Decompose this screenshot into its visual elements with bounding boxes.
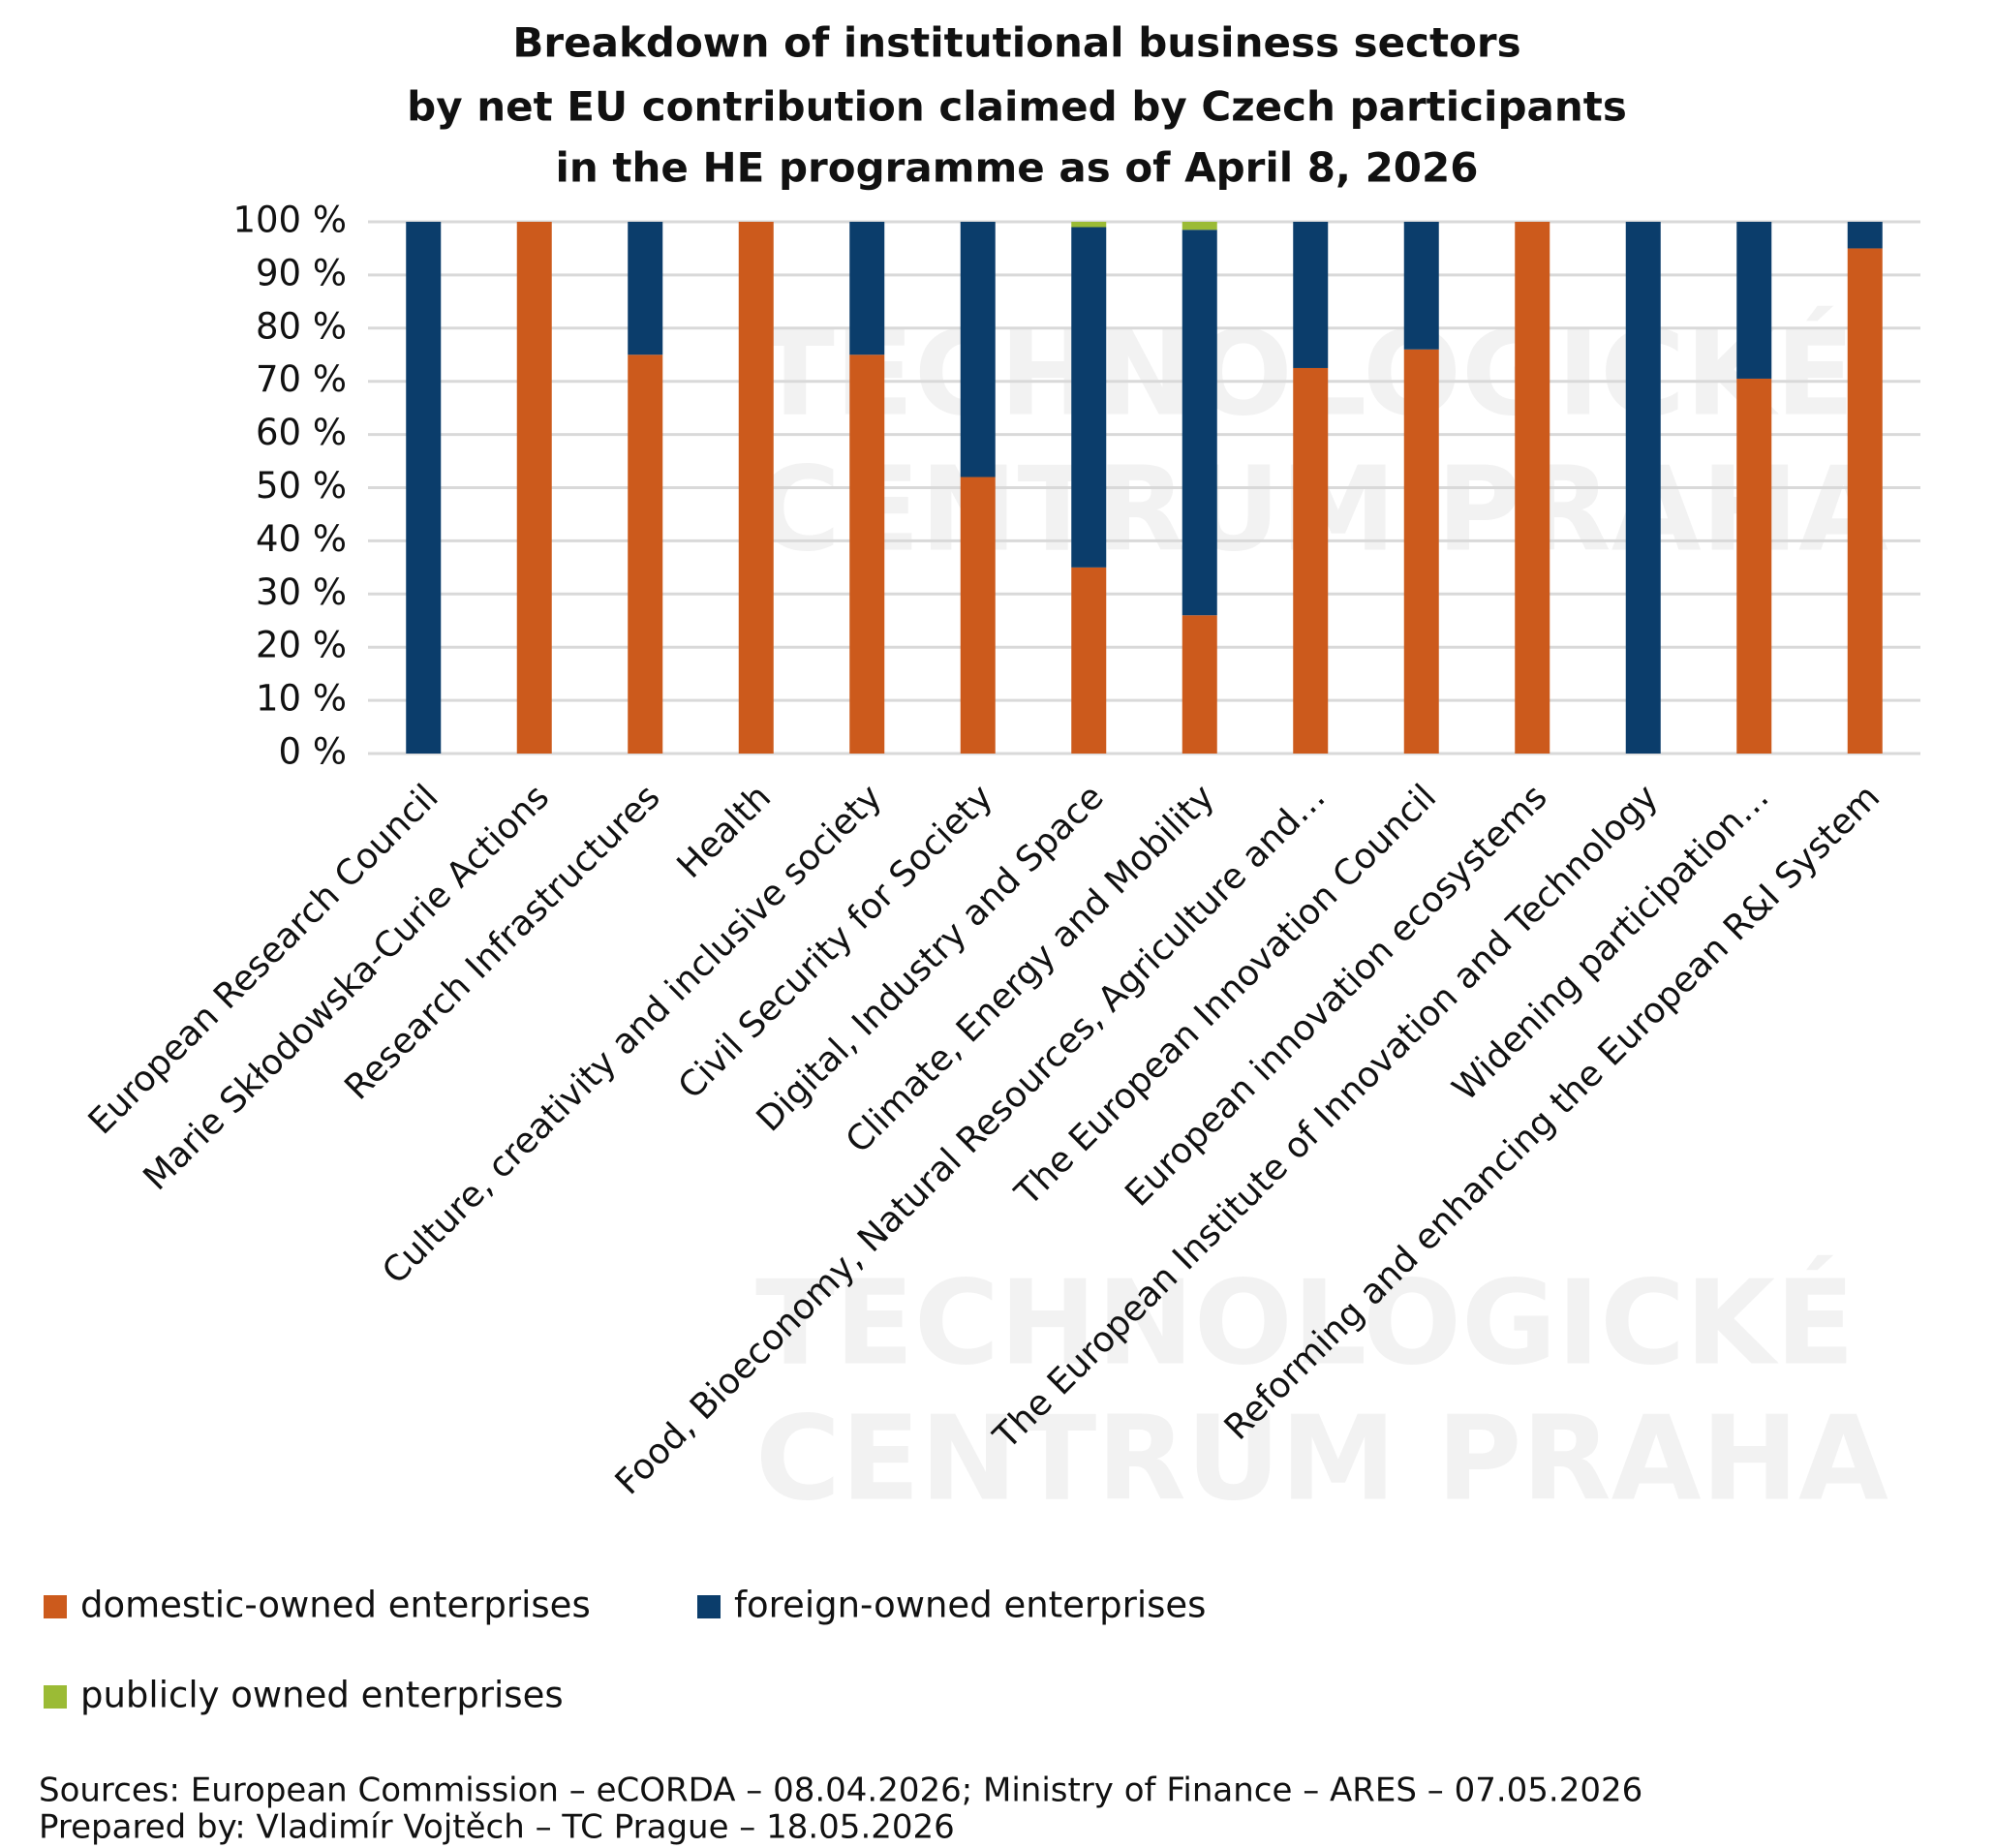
bar-segment <box>738 222 774 754</box>
bar-segment <box>1293 367 1329 754</box>
chart-title: by net EU contribution claimed by Czech … <box>407 83 1627 131</box>
x-tick-label: Health <box>670 777 780 886</box>
y-tick-label: 60 % <box>256 412 347 453</box>
bar-segment <box>628 222 663 355</box>
bar-segment <box>1182 230 1217 616</box>
bar-segment <box>1625 222 1661 754</box>
legend-label: publicly owned enterprises <box>80 1675 564 1716</box>
bar-segment <box>960 477 996 754</box>
y-tick-label: 80 % <box>256 305 347 347</box>
y-tick-label: 10 % <box>256 678 347 720</box>
legend-swatch <box>44 1685 67 1709</box>
y-tick-label: 0 % <box>279 731 347 773</box>
watermark: CENTRUM PRAHA <box>755 1393 1888 1527</box>
legend-swatch <box>697 1595 721 1618</box>
bar-segment <box>1515 222 1550 754</box>
y-tick-label: 90 % <box>256 252 347 293</box>
y-tick-label: 50 % <box>256 465 347 507</box>
y-tick-label: 20 % <box>256 625 347 666</box>
bar-segment <box>1071 222 1107 228</box>
bar-segment <box>406 222 442 754</box>
source-note: Prepared by: Vladimír Vojtěch – TC Pragu… <box>39 1808 955 1847</box>
bar-segment <box>1182 222 1217 231</box>
watermark: TECHNOLOGICKÉ <box>755 1256 1855 1392</box>
bar-segment <box>849 222 885 355</box>
bar-segment <box>1182 615 1217 754</box>
bar-segment <box>1403 222 1439 350</box>
bar-segment <box>1736 378 1772 754</box>
chart-title: in the HE programme as of April 8, 2026 <box>556 144 1479 192</box>
y-tick-label: 100 % <box>232 200 347 241</box>
y-tick-label: 30 % <box>256 571 347 613</box>
bar-segment <box>516 222 552 754</box>
bar-segment <box>1293 222 1329 368</box>
y-tick-label: 70 % <box>256 358 347 400</box>
source-note: Sources: European Commission – eCORDA – … <box>39 1771 1642 1810</box>
bar-segment <box>1847 248 1883 754</box>
chart-title: Breakdown of institutional business sect… <box>512 19 1520 67</box>
legend-swatch <box>44 1595 67 1618</box>
bar-segment <box>628 354 663 754</box>
bar-segment <box>1071 227 1107 568</box>
bar-segment <box>1071 567 1107 754</box>
legend-label: domestic-owned enterprises <box>80 1585 591 1626</box>
x-tick-label: Marie Skłodowska-Curie Actions <box>137 777 558 1198</box>
bar-segment <box>960 222 996 477</box>
bar-segment <box>849 354 885 754</box>
bar-segment <box>1847 222 1883 249</box>
legend-label: foreign-owned enterprises <box>734 1585 1206 1626</box>
bar-segment <box>1736 222 1772 379</box>
bar-segment <box>1403 349 1439 754</box>
y-tick-label: 40 % <box>256 518 347 560</box>
